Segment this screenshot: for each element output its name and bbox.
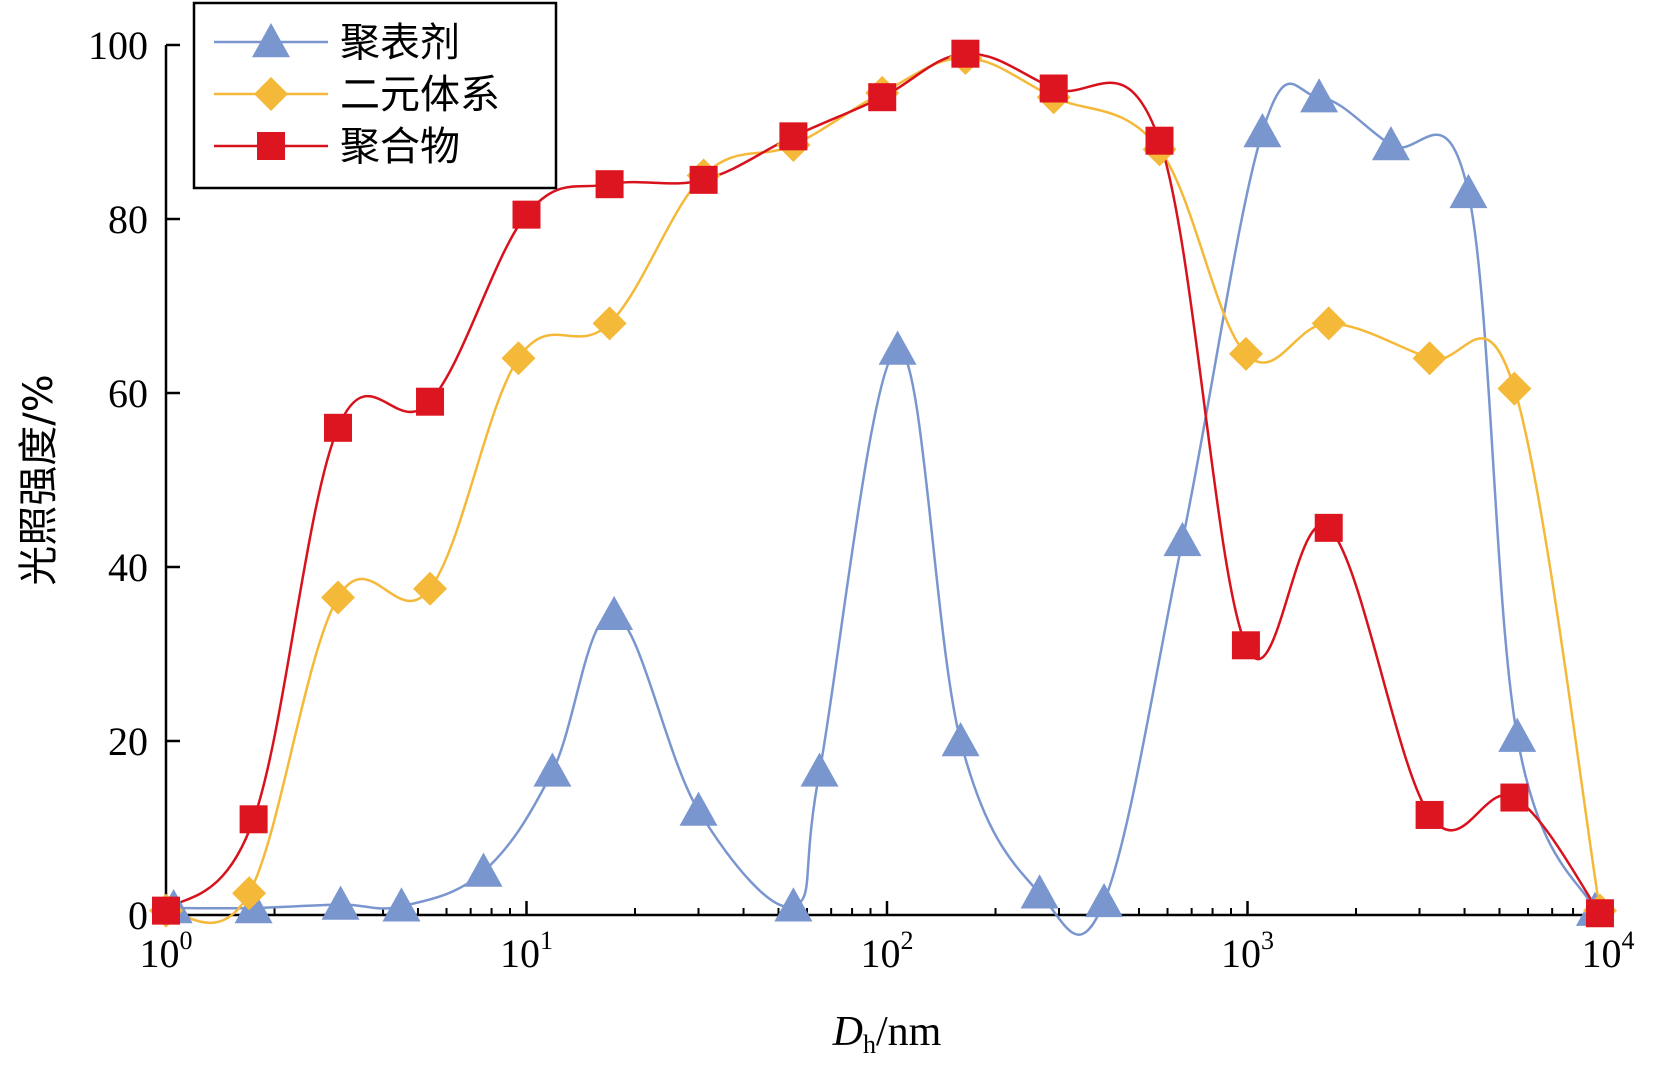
data-point	[774, 887, 813, 922]
x-axis-title-main: D	[832, 1009, 863, 1055]
series-triangle	[173, 82, 1597, 936]
data-point	[1231, 631, 1260, 660]
data-point	[779, 122, 808, 151]
data-point	[1314, 513, 1343, 542]
x-tick-label: 101	[500, 926, 553, 976]
series-square	[165, 52, 1602, 915]
data-point	[1498, 717, 1537, 752]
data-point	[416, 387, 445, 416]
data-point	[1300, 78, 1339, 113]
data-point	[501, 341, 536, 376]
data-point	[1163, 521, 1202, 557]
data-point	[232, 876, 267, 911]
data-point	[689, 165, 718, 194]
data-point	[1412, 341, 1447, 376]
data-point	[324, 413, 353, 442]
y-tick-label: 80	[108, 197, 148, 242]
data-point	[533, 752, 572, 787]
data-point	[1145, 126, 1174, 155]
x-tick-label: 103	[1221, 926, 1274, 976]
data-point	[951, 39, 980, 68]
legend-label: 二元体系	[340, 72, 500, 118]
x-axis-title-unit: /nm	[876, 1009, 942, 1055]
y-tick-label: 60	[108, 371, 148, 416]
data-point	[1020, 874, 1059, 909]
y-tick-label: 40	[108, 545, 148, 590]
data-point	[239, 805, 268, 834]
legend-label: 聚合物	[340, 124, 460, 170]
y-tick-label: 0	[128, 893, 148, 938]
x-tick-label: 100	[140, 926, 193, 976]
x-tick-label: 104	[1582, 926, 1635, 976]
x-tick-label: 102	[861, 926, 914, 976]
data-point	[464, 852, 503, 887]
y-tick-label: 20	[108, 719, 148, 764]
data-point	[234, 889, 273, 924]
x-ticks: 100 101 102 103 104	[140, 901, 1635, 976]
legend-marker	[254, 77, 288, 111]
data-point	[941, 722, 980, 757]
data-point	[595, 170, 624, 199]
data-point	[1243, 113, 1282, 148]
markers-square	[152, 39, 1614, 928]
markers-triangle	[154, 78, 1614, 926]
data-point	[1500, 783, 1529, 812]
data-point	[1371, 126, 1410, 161]
data-point	[1497, 371, 1532, 406]
data-point	[1085, 882, 1124, 918]
data-point	[1415, 800, 1444, 829]
y-tick-label: 100	[88, 23, 148, 68]
y-axis-title: 光照强度/%	[16, 374, 62, 585]
legend-label: 聚表剂	[340, 20, 460, 66]
y-ticks: 0 20 40 60 80 100	[88, 23, 180, 938]
data-point	[592, 306, 627, 341]
data-point	[512, 200, 541, 229]
data-point	[595, 595, 634, 631]
x-axis-title-sub: h	[863, 1030, 876, 1059]
data-point	[152, 896, 180, 925]
data-point	[800, 752, 839, 787]
data-point	[382, 887, 421, 922]
data-point	[1585, 899, 1614, 928]
data-point	[321, 580, 356, 615]
data-point	[868, 83, 897, 112]
series-line	[173, 82, 1597, 936]
data-point	[679, 791, 718, 826]
data-point	[1228, 336, 1263, 371]
legend-box	[192, 1, 558, 190]
series-line	[165, 52, 1602, 915]
series-layer	[149, 39, 1617, 936]
data-point	[1039, 74, 1068, 103]
legend-marker	[252, 23, 290, 58]
data-point	[413, 571, 448, 606]
data-point	[1449, 173, 1488, 209]
data-point	[878, 330, 917, 365]
x-axis-title: Dh/nm	[832, 1009, 942, 1059]
legend-marker	[257, 132, 285, 160]
data-point	[321, 885, 360, 920]
data-point	[1311, 306, 1346, 341]
